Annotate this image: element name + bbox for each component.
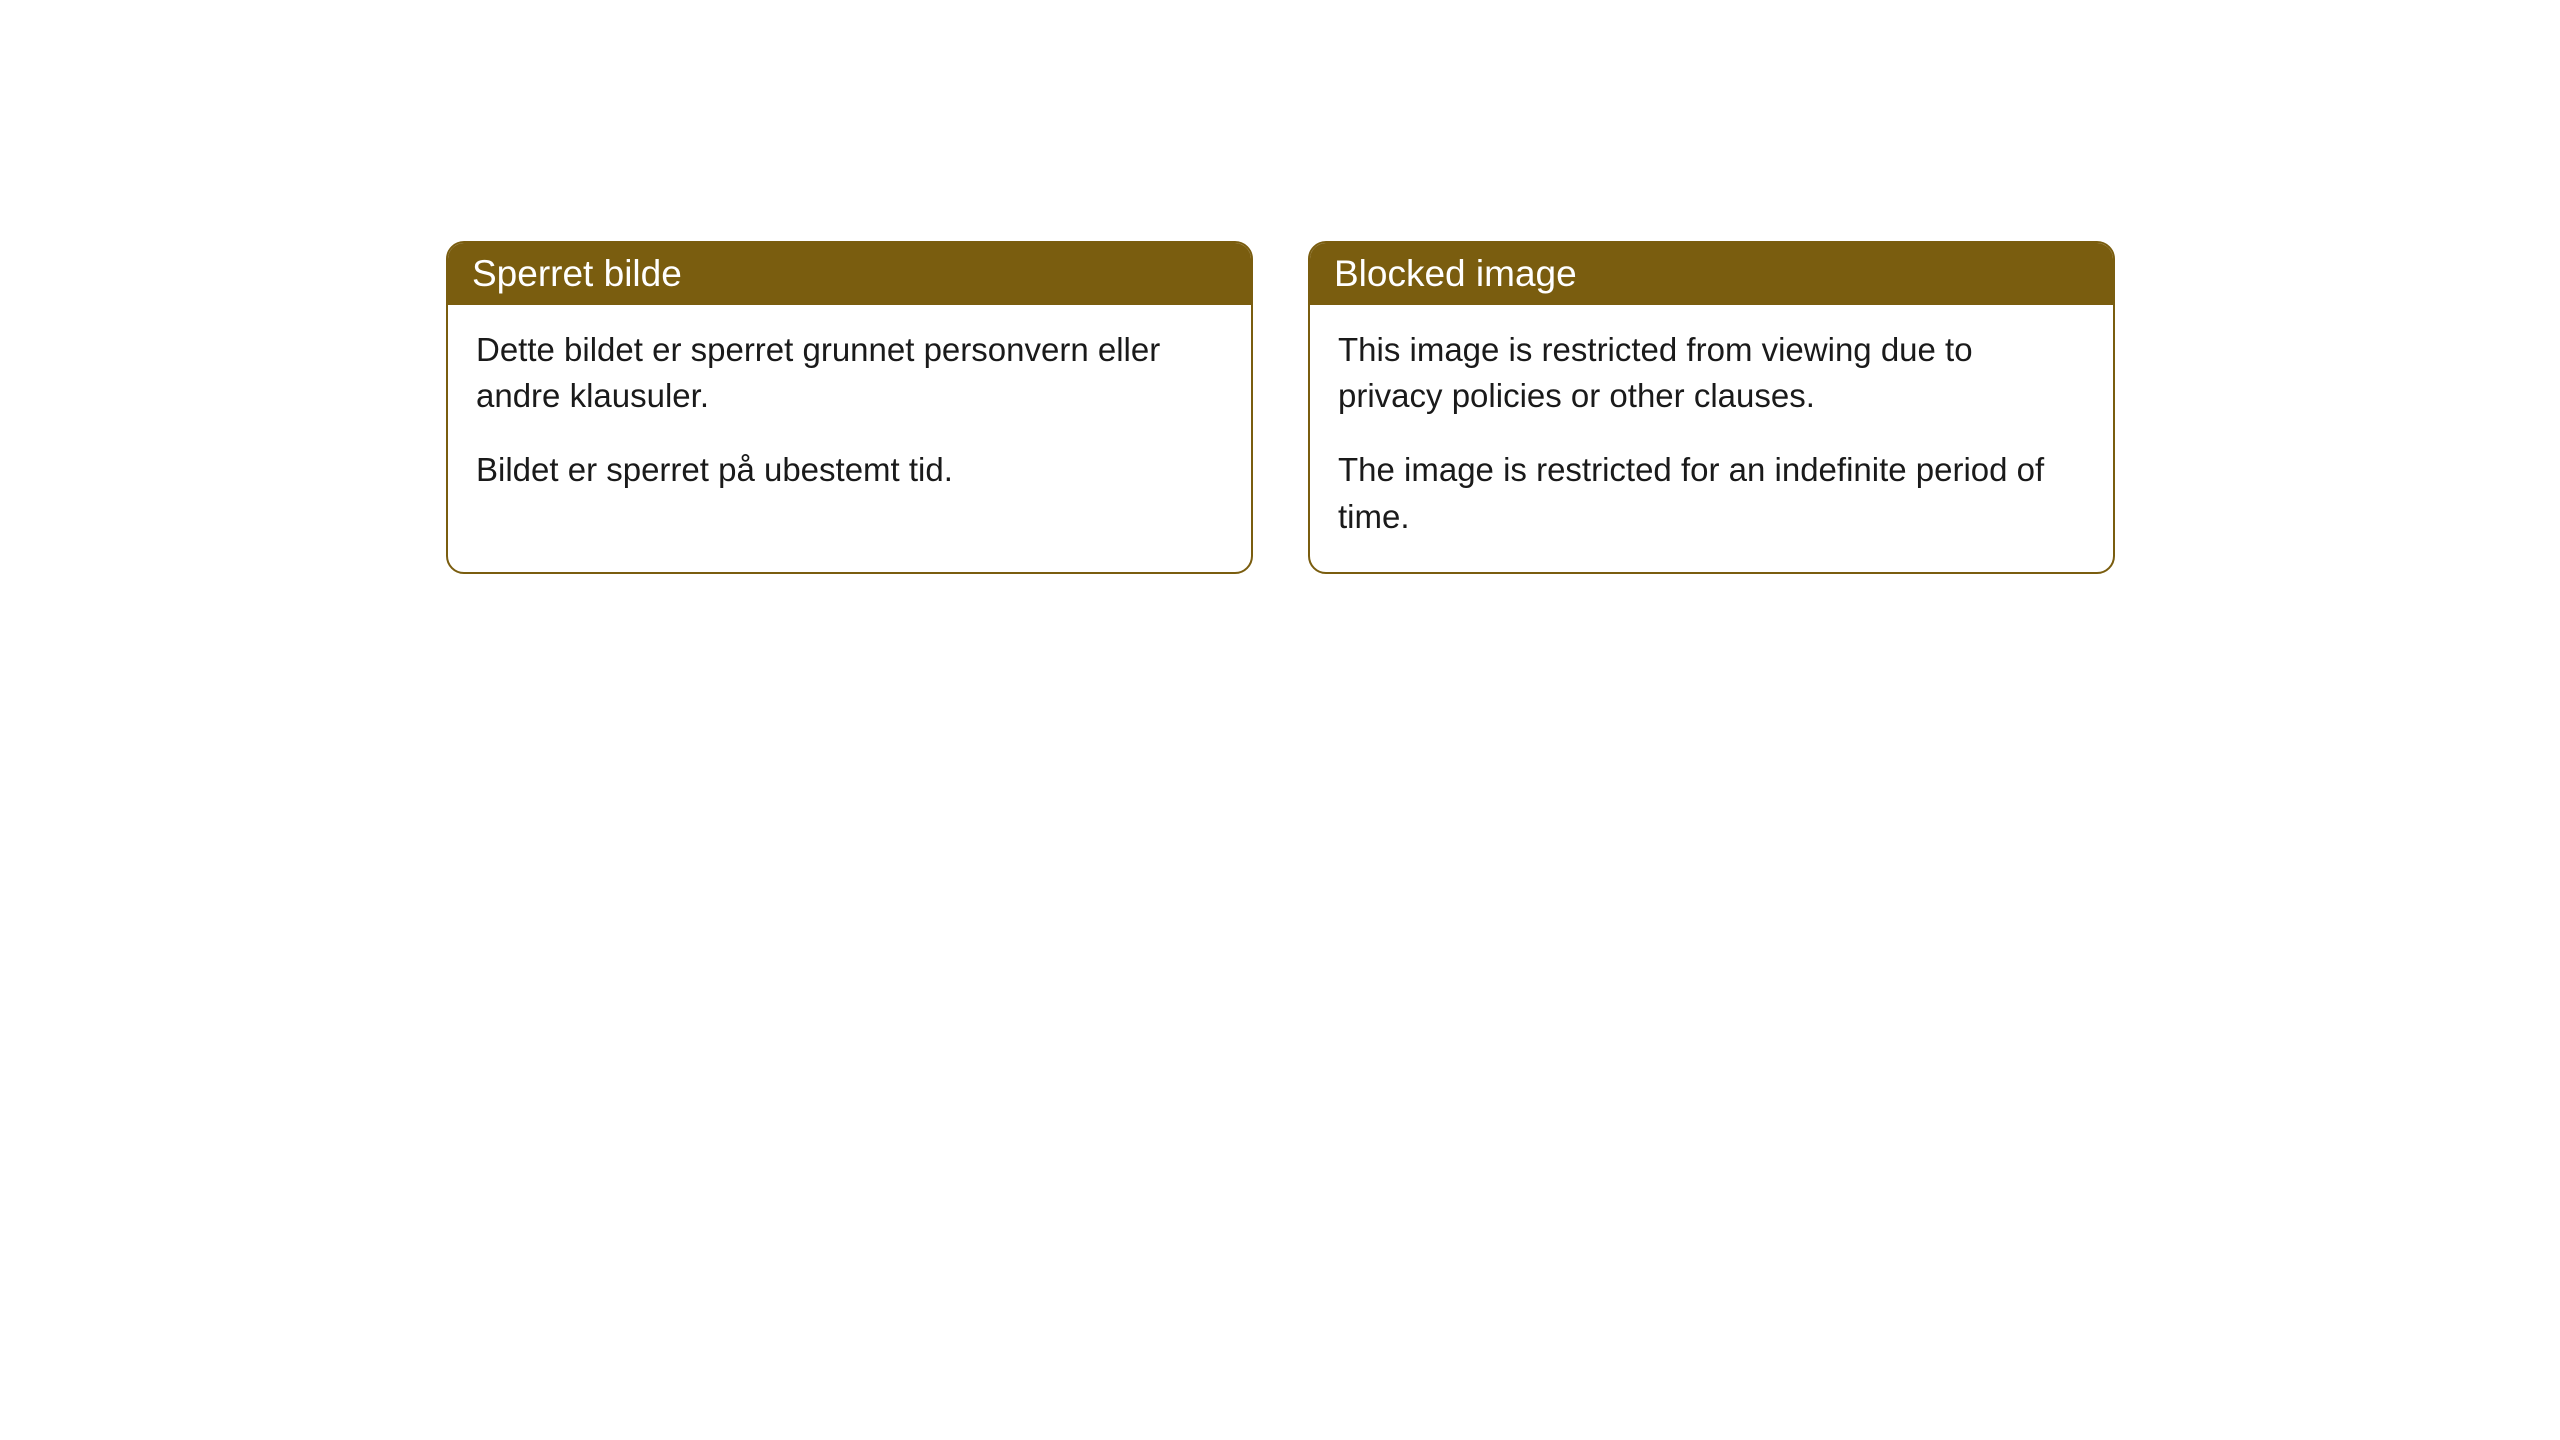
card-title-english: Blocked image — [1334, 253, 1577, 294]
card-paragraph-2-english: The image is restricted for an indefinit… — [1338, 447, 2085, 539]
card-paragraph-1-norwegian: Dette bildet er sperret grunnet personve… — [476, 327, 1223, 419]
card-body-norwegian: Dette bildet er sperret grunnet personve… — [448, 305, 1251, 526]
card-paragraph-2-norwegian: Bildet er sperret på ubestemt tid. — [476, 447, 1223, 493]
notice-cards-container: Sperret bilde Dette bildet er sperret gr… — [446, 241, 2115, 574]
card-body-english: This image is restricted from viewing du… — [1310, 305, 2113, 572]
card-header-norwegian: Sperret bilde — [448, 243, 1251, 305]
notice-card-norwegian: Sperret bilde Dette bildet er sperret gr… — [446, 241, 1253, 574]
card-title-norwegian: Sperret bilde — [472, 253, 682, 294]
notice-card-english: Blocked image This image is restricted f… — [1308, 241, 2115, 574]
card-paragraph-1-english: This image is restricted from viewing du… — [1338, 327, 2085, 419]
card-header-english: Blocked image — [1310, 243, 2113, 305]
